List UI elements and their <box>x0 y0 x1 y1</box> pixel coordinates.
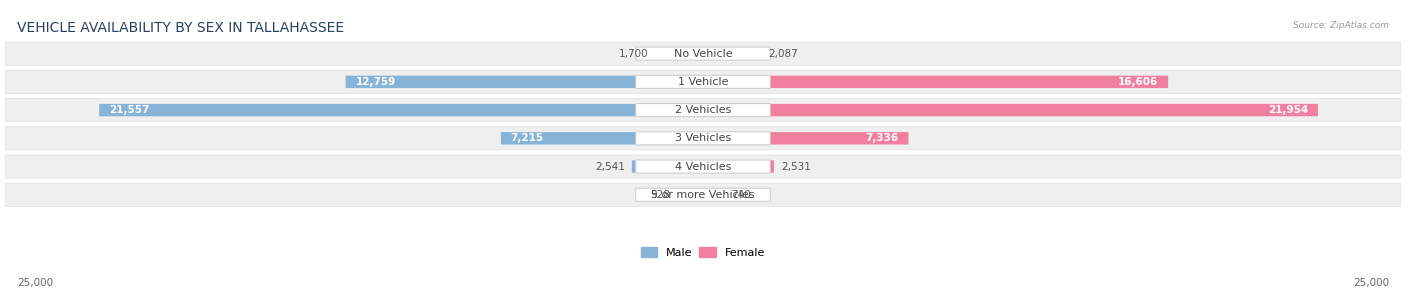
Text: 2,531: 2,531 <box>780 162 811 172</box>
Text: 2 Vehicles: 2 Vehicles <box>675 105 731 115</box>
FancyBboxPatch shape <box>346 76 703 88</box>
FancyBboxPatch shape <box>703 160 773 173</box>
Text: 2,541: 2,541 <box>595 162 624 172</box>
FancyBboxPatch shape <box>636 160 770 173</box>
FancyBboxPatch shape <box>6 155 1400 178</box>
FancyBboxPatch shape <box>6 127 1400 150</box>
Text: 1 Vehicle: 1 Vehicle <box>678 77 728 87</box>
Text: 7,336: 7,336 <box>866 133 898 143</box>
Text: 928: 928 <box>650 190 671 200</box>
FancyBboxPatch shape <box>100 104 703 116</box>
Text: 5 or more Vehicles: 5 or more Vehicles <box>651 190 755 200</box>
Text: 2,087: 2,087 <box>769 49 799 59</box>
Text: No Vehicle: No Vehicle <box>673 49 733 59</box>
FancyBboxPatch shape <box>6 183 1400 206</box>
FancyBboxPatch shape <box>6 70 1400 93</box>
Legend: Male, Female: Male, Female <box>641 247 765 258</box>
FancyBboxPatch shape <box>703 132 908 144</box>
Text: 25,000: 25,000 <box>1353 278 1389 288</box>
FancyBboxPatch shape <box>6 42 1400 65</box>
Text: 12,759: 12,759 <box>356 77 395 87</box>
FancyBboxPatch shape <box>636 75 770 88</box>
FancyBboxPatch shape <box>501 132 703 144</box>
Text: 16,606: 16,606 <box>1118 77 1159 87</box>
FancyBboxPatch shape <box>703 104 1317 116</box>
FancyBboxPatch shape <box>703 76 1168 88</box>
FancyBboxPatch shape <box>636 188 770 201</box>
Text: 4 Vehicles: 4 Vehicles <box>675 162 731 172</box>
Text: 1,700: 1,700 <box>619 49 648 59</box>
FancyBboxPatch shape <box>631 160 703 173</box>
Text: Source: ZipAtlas.com: Source: ZipAtlas.com <box>1294 21 1389 30</box>
Text: 740: 740 <box>731 190 751 200</box>
Text: 7,215: 7,215 <box>510 133 544 143</box>
Text: 21,557: 21,557 <box>110 105 149 115</box>
Text: 21,954: 21,954 <box>1268 105 1308 115</box>
FancyBboxPatch shape <box>636 132 770 145</box>
Text: VEHICLE AVAILABILITY BY SEX IN TALLAHASSEE: VEHICLE AVAILABILITY BY SEX IN TALLAHASS… <box>17 21 344 35</box>
Text: 25,000: 25,000 <box>17 278 53 288</box>
FancyBboxPatch shape <box>703 188 724 201</box>
FancyBboxPatch shape <box>703 47 762 60</box>
FancyBboxPatch shape <box>655 47 703 60</box>
Text: 3 Vehicles: 3 Vehicles <box>675 133 731 143</box>
FancyBboxPatch shape <box>6 99 1400 122</box>
FancyBboxPatch shape <box>678 188 703 201</box>
FancyBboxPatch shape <box>636 103 770 117</box>
FancyBboxPatch shape <box>636 47 770 60</box>
